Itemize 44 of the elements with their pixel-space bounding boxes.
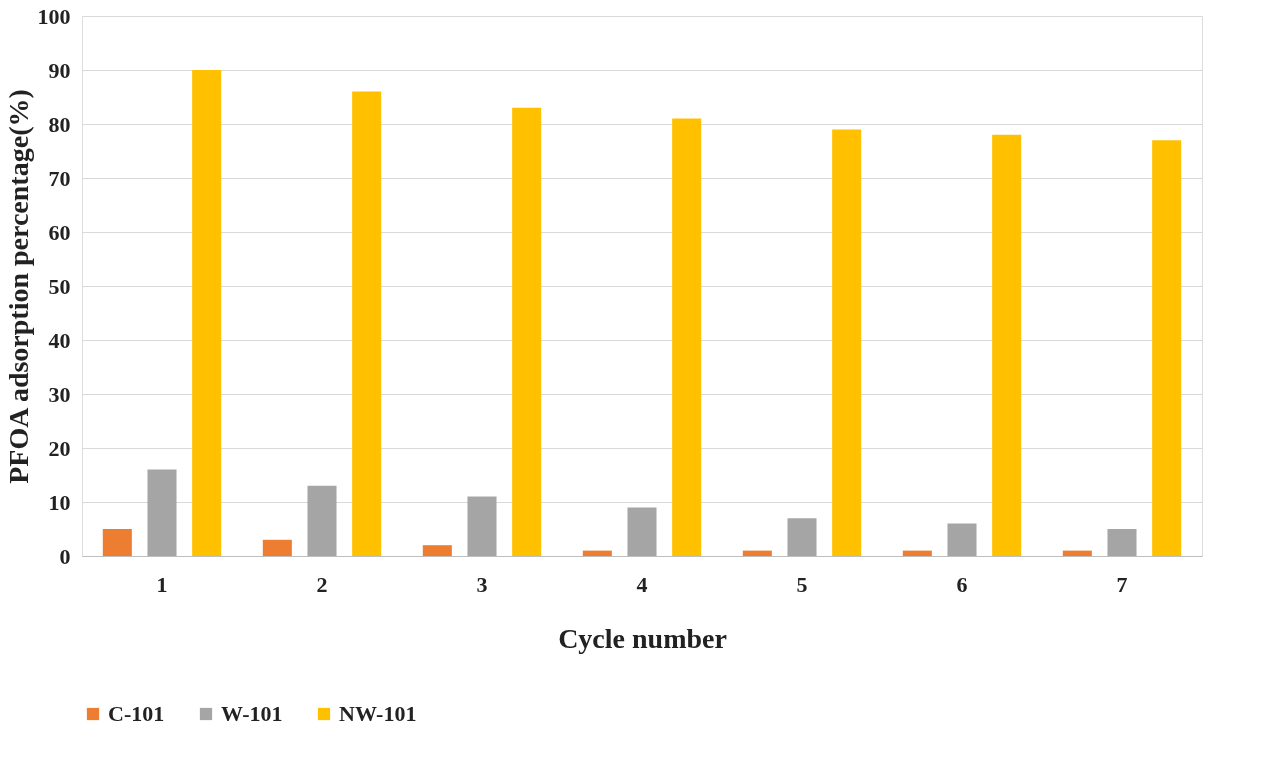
bar <box>992 134 1022 556</box>
bar <box>832 129 862 556</box>
y-axis-title: PFOA adsorption percentage(%) <box>2 89 34 484</box>
bar <box>512 107 542 556</box>
bar <box>947 523 977 556</box>
y-tick-label: 80 <box>48 111 71 137</box>
y-tick-label: 50 <box>48 273 71 299</box>
bar <box>192 70 222 556</box>
x-axis-title: Cycle number <box>558 622 727 654</box>
bar <box>1107 529 1137 556</box>
bar <box>147 469 177 556</box>
y-tick-label: 30 <box>48 381 71 407</box>
legend-label: NW-101 <box>339 701 417 726</box>
x-tick-label: 2 <box>316 571 328 597</box>
x-tick-label: 6 <box>956 571 968 597</box>
y-tick-label: 60 <box>48 219 71 245</box>
y-tick-label: 40 <box>48 327 71 353</box>
y-tick-label: 100 <box>37 3 71 29</box>
bar <box>582 550 612 556</box>
x-tick-label: 7 <box>1116 571 1128 597</box>
x-tick-label: 1 <box>156 571 168 597</box>
y-tick-label: 90 <box>48 57 71 83</box>
x-tick-label: 3 <box>476 571 488 597</box>
y-tick-label: 20 <box>48 435 71 461</box>
bar <box>307 485 337 556</box>
bar <box>422 545 452 556</box>
x-tick-label: 4 <box>636 571 648 597</box>
legend-label: W-101 <box>221 701 283 726</box>
bar <box>1062 550 1092 556</box>
bar <box>102 529 132 556</box>
y-tick-label: 70 <box>48 165 71 191</box>
legend-label: C-101 <box>108 701 165 726</box>
bar <box>262 539 292 556</box>
bar <box>1152 140 1182 556</box>
y-tick-label: 10 <box>48 489 71 515</box>
bar <box>467 496 497 556</box>
bar <box>902 550 932 556</box>
y-tick-label: 0 <box>59 543 71 569</box>
bar <box>627 507 657 556</box>
bar <box>352 91 382 556</box>
x-tick-label: 5 <box>796 571 808 597</box>
bar <box>787 518 817 556</box>
bar <box>672 118 702 556</box>
bar <box>742 550 772 556</box>
